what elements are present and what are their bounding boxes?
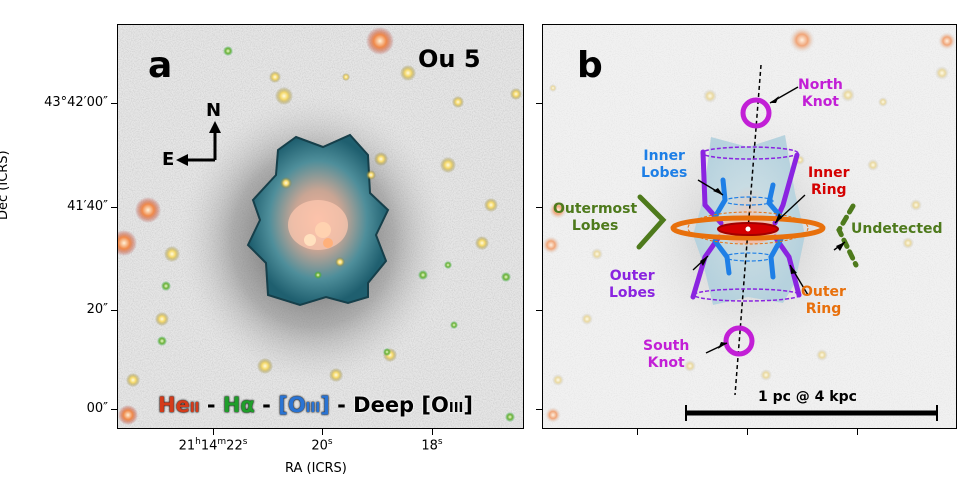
legend-he: HeII [158, 393, 200, 417]
filter-legend: HeII - Hα - [OIII] - Deep [OIII] [158, 393, 473, 417]
x-tick [747, 429, 748, 435]
label-outer-ring: Outer Ring [801, 284, 846, 317]
legend-deep-o3: Deep [OIII] [353, 393, 473, 417]
x-tick [857, 429, 858, 435]
label-outer-lobes: Outer Lobes [609, 268, 656, 301]
x-tick-label: 20s [311, 437, 333, 454]
y-tick-label: 41′40″ [67, 199, 108, 214]
y-tick [111, 207, 117, 208]
panel-a-image: a Ou 5 N E HeII - Hα - [OIII] - Deep [OI… [117, 24, 524, 429]
label-inner-ring: Inner Ring [808, 165, 850, 198]
y-tick [111, 310, 117, 311]
scale-bar-label: 1 pc @ 4 kpc [758, 389, 857, 405]
panel-b-image: b North Knot South Knot Inner Lobes Inner Ri… [542, 24, 957, 429]
x-tick-label: 18s [421, 437, 443, 454]
nebula-schematic-b [543, 25, 956, 428]
object-name: Ou 5 [418, 45, 481, 73]
x-tick-label: 21h14m22s [178, 437, 248, 454]
panel-letter-b: b [577, 45, 603, 86]
panel-letter-a: a [148, 45, 173, 86]
y-tick [536, 207, 542, 208]
label-south-knot: South Knot [643, 338, 690, 371]
legend-ha: Hα [222, 393, 255, 417]
y-tick [111, 103, 117, 104]
y-tick [536, 409, 542, 410]
y-tick [536, 103, 542, 104]
compass-east-label: E [162, 149, 175, 170]
label-inner-lobes: Inner Lobes [641, 148, 688, 181]
y-tick-label: 20″ [86, 302, 108, 317]
y-tick-label: 00″ [86, 401, 108, 416]
y-tick-label: 43°42′00″ [44, 95, 108, 110]
x-tick [322, 429, 323, 435]
y-tick [111, 409, 117, 410]
label-north-knot: North Knot [798, 77, 843, 110]
y-tick [536, 310, 542, 311]
label-undetected: Undetected [851, 221, 943, 237]
nebula-image-a [118, 25, 523, 428]
label-outermost-lobes: Outermost Lobes [553, 201, 638, 234]
compass-north-label: N [206, 100, 222, 121]
x-tick [432, 429, 433, 435]
x-axis-title: RA (ICRS) [285, 461, 347, 476]
x-tick [637, 429, 638, 435]
legend-o3: [OIII] [278, 393, 330, 417]
x-tick [213, 429, 214, 435]
